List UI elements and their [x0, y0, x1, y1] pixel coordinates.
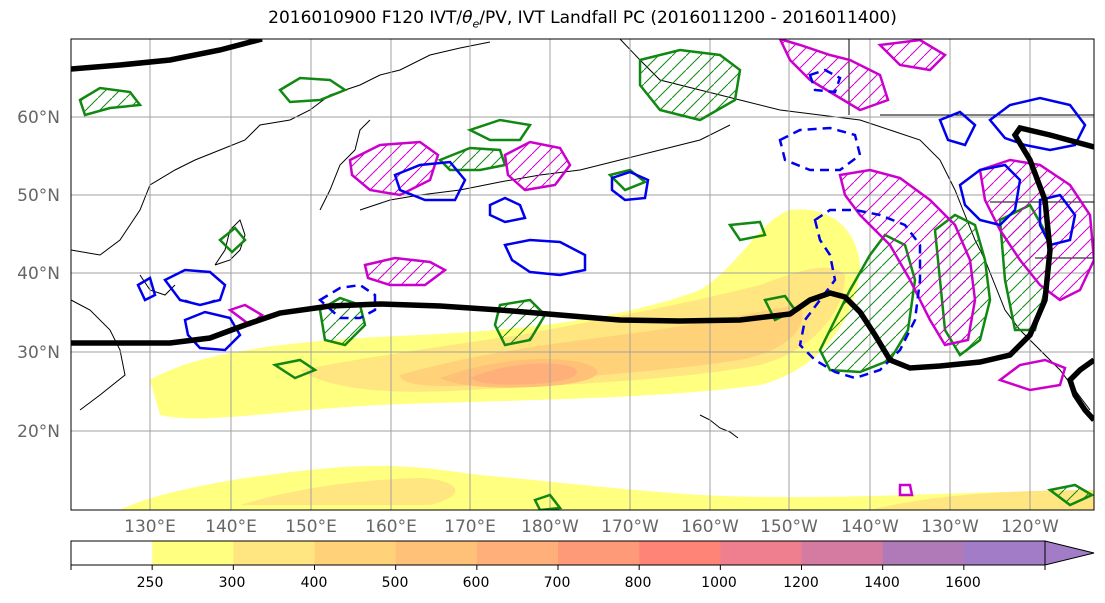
lon-label: 150°E	[285, 517, 337, 537]
colorbar-swatch	[314, 541, 397, 565]
lat-label: 20°N	[17, 422, 60, 442]
lon-label: 180°W	[521, 517, 579, 537]
colorbar-swatch	[558, 541, 640, 565]
colorbar-tick-label: 600	[463, 575, 490, 591]
colorbar: 250 300 400 500 600 700 800 1000 1200 14…	[70, 540, 1095, 591]
longitude-labels: 130°E 140°E 150°E 160°E 170°E 180°W 170°…	[124, 517, 1059, 537]
map-panel	[71, 39, 1094, 510]
colorbar-swatch	[476, 541, 559, 565]
china-coast	[71, 299, 126, 411]
lon-label: 160°E	[365, 517, 417, 537]
lon-label: 130°W	[921, 517, 979, 537]
colorbar-ticks	[70, 565, 1046, 570]
colorbar-swatch	[801, 541, 884, 565]
colorbar-tick-label: 1200	[783, 575, 819, 591]
title-suffix: /PV, IVT Landfall PC (2016011200 - 20160…	[479, 8, 897, 28]
colorbar-swatch	[963, 541, 1046, 565]
latitude-labels: 60°N 50°N 40°N 30°N 20°N	[17, 108, 60, 442]
colorbar-swatch	[395, 541, 478, 565]
colorbar-tick-labels: 250 300 400 500 600 700 800 1000 1200 14…	[137, 575, 981, 591]
colorbar-tick-label: 700	[544, 575, 571, 591]
colorbar-swatch	[720, 541, 802, 565]
ivt-tropical-east	[870, 490, 1094, 510]
hawaii	[699, 414, 739, 439]
theta-e-dashed-contours	[317, 68, 922, 380]
lon-label: 140°W	[841, 517, 899, 537]
theta-e-blue-contours	[136, 96, 1087, 352]
lon-label: 130°E	[124, 517, 176, 537]
lon-label: 170°W	[601, 517, 659, 537]
colorbar-tick-label: 250	[137, 575, 164, 591]
asia-coast	[71, 41, 491, 256]
colorbar-tick-label: 500	[382, 575, 409, 591]
colorbar-tick-label: 800	[625, 575, 652, 591]
colorbar-tick-label: 1000	[701, 575, 737, 591]
title-theta: θ	[462, 8, 473, 28]
colorbar-swatch	[71, 541, 153, 565]
ivt-landfall-contour	[71, 39, 1094, 422]
lon-label: 160°W	[681, 517, 739, 537]
colorbar-tick-label: 300	[219, 575, 246, 591]
lat-label: 40°N	[17, 264, 60, 284]
lat-label: 30°N	[17, 343, 60, 363]
colorbar-swatch	[639, 541, 721, 565]
colorbar-blocks	[71, 541, 1046, 565]
colorbar-extend-arrow	[1044, 540, 1095, 566]
colorbar-tick-label: 1600	[945, 575, 981, 591]
ivt-tropical-core	[240, 478, 456, 505]
lon-label: 170°E	[444, 517, 496, 537]
lon-label: 120°W	[1001, 517, 1059, 537]
kamchatka	[319, 119, 371, 211]
title-prefix: 2016010900 F120 IVT/	[268, 8, 463, 28]
lat-label: 50°N	[17, 186, 60, 206]
map-border	[70, 38, 1095, 511]
colorbar-tick-label: 400	[301, 575, 328, 591]
lon-label: 150°W	[760, 517, 818, 537]
lon-label: 140°E	[205, 517, 257, 537]
pv-magenta-contours	[227, 39, 1094, 497]
title-theta-subscript: e	[472, 17, 480, 31]
colorbar-tick-label: 1400	[864, 575, 900, 591]
colorbar-swatch	[233, 541, 315, 565]
lat-label: 60°N	[17, 108, 60, 128]
colorbar-swatch	[882, 541, 965, 565]
colorbar-swatch	[152, 541, 234, 565]
map-title: 2016010900 F120 IVT/θe/PV, IVT Landfall …	[0, 8, 1105, 30]
